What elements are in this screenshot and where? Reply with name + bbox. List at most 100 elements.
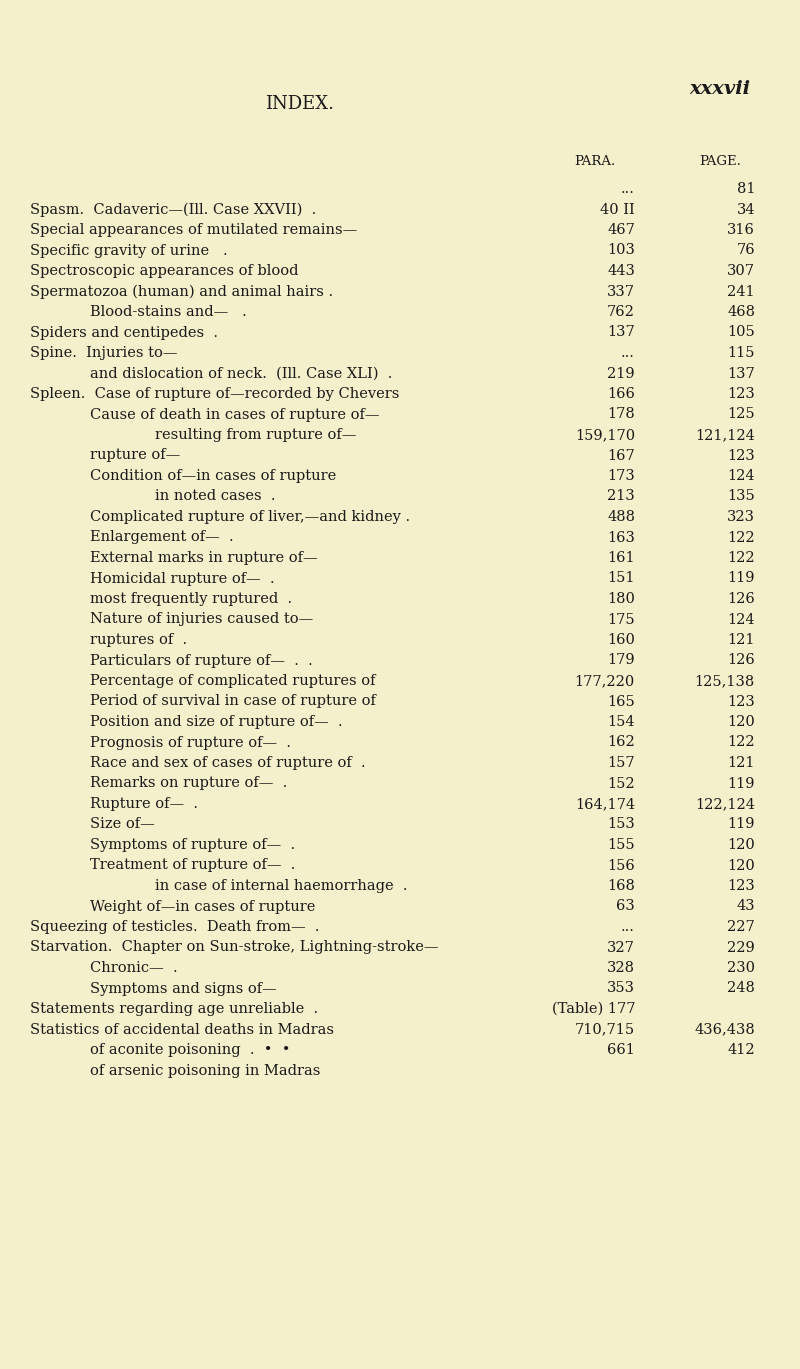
Text: 468: 468 xyxy=(727,305,755,319)
Text: Chronic—  .: Chronic— . xyxy=(90,961,178,975)
Text: 173: 173 xyxy=(607,470,635,483)
Text: External marks in rupture of—: External marks in rupture of— xyxy=(90,550,318,565)
Text: of arsenic poisoning in Madras: of arsenic poisoning in Madras xyxy=(90,1064,320,1077)
Text: 123: 123 xyxy=(727,449,755,463)
Text: 161: 161 xyxy=(607,550,635,565)
Text: Position and size of rupture of—  .: Position and size of rupture of— . xyxy=(90,715,342,730)
Text: 156: 156 xyxy=(607,858,635,872)
Text: Spectroscopic appearances of blood: Spectroscopic appearances of blood xyxy=(30,264,298,278)
Text: Symptoms of rupture of—  .: Symptoms of rupture of— . xyxy=(90,838,295,852)
Text: 123: 123 xyxy=(727,694,755,709)
Text: Cause of death in cases of rupture of—: Cause of death in cases of rupture of— xyxy=(90,408,379,422)
Text: Period of survival in case of rupture of: Period of survival in case of rupture of xyxy=(90,694,376,709)
Text: INDEX.: INDEX. xyxy=(266,94,334,114)
Text: Condition of—in cases of rupture: Condition of—in cases of rupture xyxy=(90,470,336,483)
Text: Homicidal rupture of—  .: Homicidal rupture of— . xyxy=(90,571,274,586)
Text: in case of internal haemorrhage  .: in case of internal haemorrhage . xyxy=(155,879,407,893)
Text: ...: ... xyxy=(621,346,635,360)
Text: 412: 412 xyxy=(727,1043,755,1057)
Text: Specific gravity of urine   .: Specific gravity of urine . xyxy=(30,244,228,257)
Text: 167: 167 xyxy=(607,449,635,463)
Text: 159,170: 159,170 xyxy=(575,428,635,442)
Text: resulting from rupture of—: resulting from rupture of— xyxy=(155,428,356,442)
Text: Prognosis of rupture of—  .: Prognosis of rupture of— . xyxy=(90,735,291,749)
Text: 120: 120 xyxy=(727,838,755,852)
Text: Complicated rupture of liver,—and kidney .: Complicated rupture of liver,—and kidney… xyxy=(90,511,410,524)
Text: 124: 124 xyxy=(727,612,755,627)
Text: 120: 120 xyxy=(727,858,755,872)
Text: 76: 76 xyxy=(736,244,755,257)
Text: 120: 120 xyxy=(727,715,755,730)
Text: 123: 123 xyxy=(727,387,755,401)
Text: 155: 155 xyxy=(607,838,635,852)
Text: 488: 488 xyxy=(607,511,635,524)
Text: PAGE.: PAGE. xyxy=(699,155,741,168)
Text: 152: 152 xyxy=(607,776,635,790)
Text: Nature of injuries caused to—: Nature of injuries caused to— xyxy=(90,612,314,627)
Text: 467: 467 xyxy=(607,223,635,237)
Text: ...: ... xyxy=(621,920,635,934)
Text: 248: 248 xyxy=(727,982,755,995)
Text: Spleen.  Case of rupture of—recorded by Chevers: Spleen. Case of rupture of—recorded by C… xyxy=(30,387,399,401)
Text: 154: 154 xyxy=(607,715,635,730)
Text: 40 II: 40 II xyxy=(600,203,635,216)
Text: PARA.: PARA. xyxy=(574,155,616,168)
Text: 164,174: 164,174 xyxy=(575,797,635,810)
Text: 175: 175 xyxy=(607,612,635,627)
Text: in noted cases  .: in noted cases . xyxy=(155,490,275,504)
Text: 241: 241 xyxy=(727,285,755,298)
Text: 443: 443 xyxy=(607,264,635,278)
Text: Enlargement of—  .: Enlargement of— . xyxy=(90,531,234,545)
Text: 81: 81 xyxy=(737,182,755,196)
Text: of aconite poisoning  .  •  •: of aconite poisoning . • • xyxy=(90,1043,290,1057)
Text: 122,124: 122,124 xyxy=(695,797,755,810)
Text: 34: 34 xyxy=(736,203,755,216)
Text: Weight of—in cases of rupture: Weight of—in cases of rupture xyxy=(90,899,315,913)
Text: 125,138: 125,138 xyxy=(694,674,755,689)
Text: 230: 230 xyxy=(727,961,755,975)
Text: 327: 327 xyxy=(607,941,635,954)
Text: Spasm.  Cadaveric—(Ill. Case XXVII)  .: Spasm. Cadaveric—(Ill. Case XXVII) . xyxy=(30,203,316,216)
Text: 179: 179 xyxy=(607,653,635,668)
Text: 316: 316 xyxy=(727,223,755,237)
Text: 762: 762 xyxy=(607,305,635,319)
Text: 43: 43 xyxy=(736,899,755,913)
Text: Rupture of—  .: Rupture of— . xyxy=(90,797,198,810)
Text: 151: 151 xyxy=(607,571,635,586)
Text: Treatment of rupture of—  .: Treatment of rupture of— . xyxy=(90,858,295,872)
Text: 219: 219 xyxy=(607,367,635,381)
Text: 122: 122 xyxy=(727,531,755,545)
Text: Spiders and centipedes  .: Spiders and centipedes . xyxy=(30,326,218,340)
Text: 125: 125 xyxy=(727,408,755,422)
Text: 121: 121 xyxy=(727,632,755,648)
Text: 124: 124 xyxy=(727,470,755,483)
Text: 137: 137 xyxy=(607,326,635,340)
Text: 337: 337 xyxy=(607,285,635,298)
Text: 227: 227 xyxy=(727,920,755,934)
Text: (Table) 177: (Table) 177 xyxy=(551,1002,635,1016)
Text: 162: 162 xyxy=(607,735,635,749)
Text: 328: 328 xyxy=(607,961,635,975)
Text: 126: 126 xyxy=(727,653,755,668)
Text: 157: 157 xyxy=(607,756,635,769)
Text: 166: 166 xyxy=(607,387,635,401)
Text: 103: 103 xyxy=(607,244,635,257)
Text: 122: 122 xyxy=(727,550,755,565)
Text: 119: 119 xyxy=(727,571,755,586)
Text: Spermatozoa (human) and animal hairs .: Spermatozoa (human) and animal hairs . xyxy=(30,285,333,298)
Text: 178: 178 xyxy=(607,408,635,422)
Text: 180: 180 xyxy=(607,591,635,606)
Text: 160: 160 xyxy=(607,632,635,648)
Text: 63: 63 xyxy=(616,899,635,913)
Text: 436,438: 436,438 xyxy=(694,1023,755,1036)
Text: 323: 323 xyxy=(727,511,755,524)
Text: 137: 137 xyxy=(727,367,755,381)
Text: rupture of—: rupture of— xyxy=(90,449,180,463)
Text: 165: 165 xyxy=(607,694,635,709)
Text: 119: 119 xyxy=(727,817,755,831)
Text: Special appearances of mutilated remains—: Special appearances of mutilated remains… xyxy=(30,223,358,237)
Text: 353: 353 xyxy=(607,982,635,995)
Text: Blood-stains and—   .: Blood-stains and— . xyxy=(90,305,246,319)
Text: 121: 121 xyxy=(727,756,755,769)
Text: Statements regarding age unreliable  .: Statements regarding age unreliable . xyxy=(30,1002,318,1016)
